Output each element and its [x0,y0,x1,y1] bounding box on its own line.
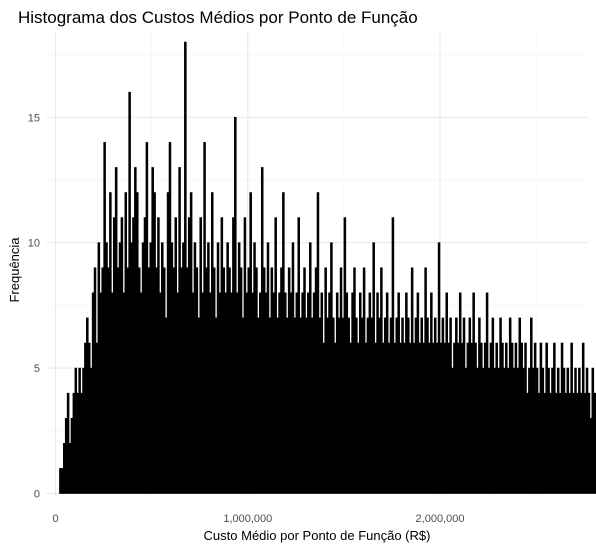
y-axis-title: Frequência [7,237,22,303]
chart-title: Histograma dos Custos Médios por Ponto d… [18,8,418,27]
y-tick-label: 15 [28,112,40,124]
x-tick-label: 2,000,000 [416,513,465,525]
x-axis-title: Custo Médio por Ponto de Função (R$) [204,528,431,543]
x-axis-tick-labels: 0 1,000,000 2,000,000 [53,513,465,525]
x-tick-label: 0 [53,513,59,525]
y-tick-label: 0 [34,488,40,500]
histogram-bars [59,41,596,494]
y-tick-label: 10 [28,238,40,250]
y-tick-label: 5 [34,363,40,375]
y-axis-tick-labels: 0 5 10 15 [28,112,40,500]
x-tick-label: 1,000,000 [223,513,272,525]
